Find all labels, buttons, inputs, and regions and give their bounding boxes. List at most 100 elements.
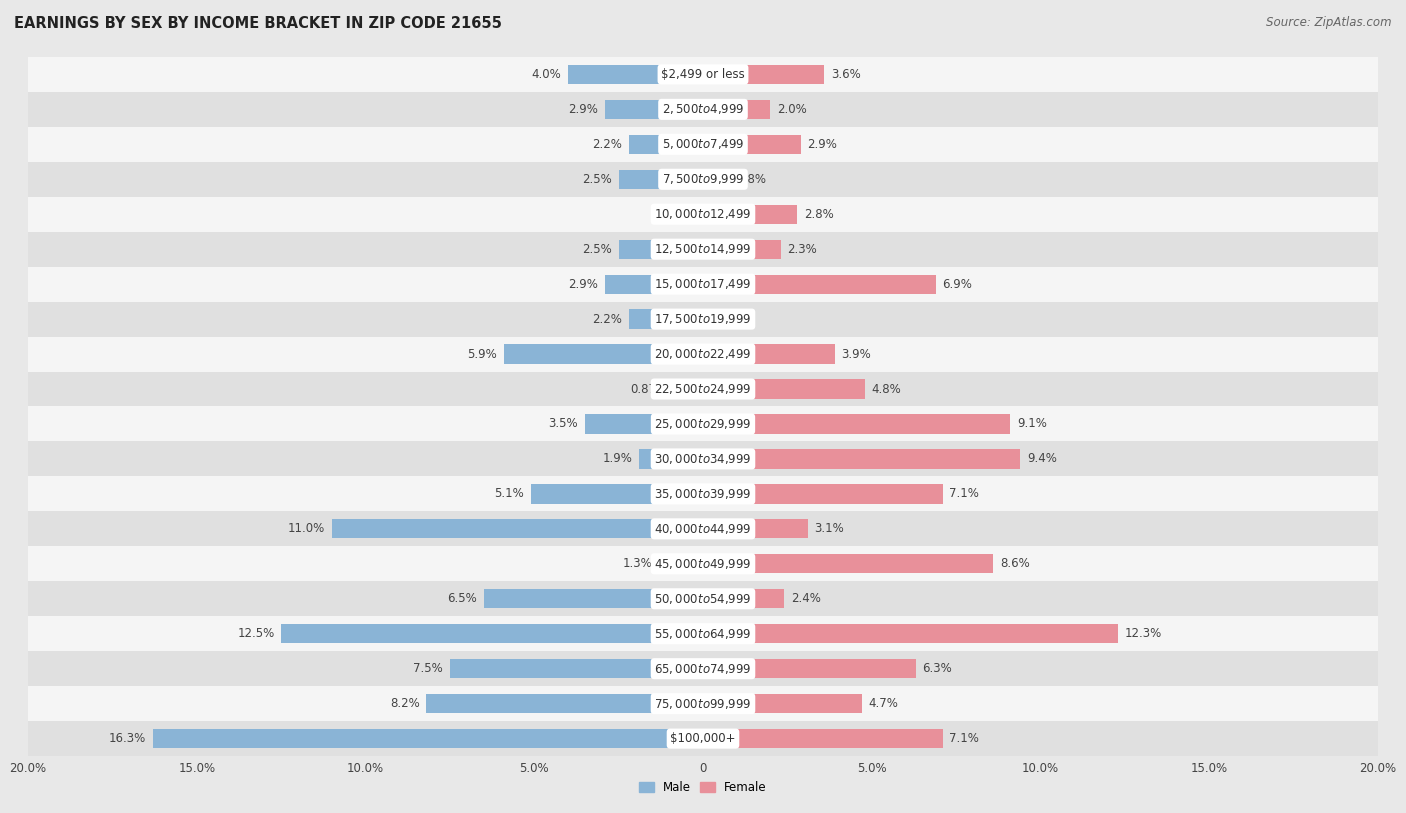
Text: 9.4%: 9.4% (1026, 453, 1057, 465)
Text: $100,000+: $100,000+ (671, 733, 735, 745)
Bar (28, 162, 1378, 197)
Bar (703, 135, 801, 154)
Text: 4.8%: 4.8% (872, 383, 901, 395)
Text: 2.9%: 2.9% (568, 103, 599, 115)
Text: 6.3%: 6.3% (922, 663, 952, 675)
Text: 2.0%: 2.0% (778, 103, 807, 115)
Bar (659, 554, 703, 573)
Text: 9.1%: 9.1% (1017, 418, 1046, 430)
Text: 2.9%: 2.9% (568, 278, 599, 290)
Bar (28, 546, 1378, 581)
Text: 7.1%: 7.1% (949, 733, 979, 745)
Bar (28, 57, 1378, 92)
Text: 11.0%: 11.0% (288, 523, 325, 535)
Bar (28, 337, 1378, 372)
Bar (28, 441, 1378, 476)
Bar (703, 624, 1118, 643)
Text: 2.5%: 2.5% (582, 173, 612, 185)
Bar (568, 65, 703, 84)
Text: 3.5%: 3.5% (548, 418, 578, 430)
Bar (695, 205, 703, 224)
Bar (703, 345, 835, 363)
Text: 7.5%: 7.5% (413, 663, 443, 675)
Text: 2.2%: 2.2% (592, 313, 621, 325)
Text: 0.58%: 0.58% (730, 173, 766, 185)
Text: $12,500 to $14,999: $12,500 to $14,999 (654, 242, 752, 256)
Bar (531, 485, 703, 503)
Bar (28, 651, 1378, 686)
Text: 2.3%: 2.3% (787, 243, 817, 255)
Bar (703, 240, 780, 259)
Bar (426, 694, 703, 713)
Text: $5,000 to $7,499: $5,000 to $7,499 (662, 137, 744, 151)
Bar (605, 100, 703, 119)
Text: $40,000 to $44,999: $40,000 to $44,999 (654, 522, 752, 536)
Bar (153, 729, 703, 748)
Bar (585, 415, 703, 433)
Bar (703, 729, 942, 748)
Text: 4.0%: 4.0% (531, 68, 561, 80)
Text: 12.3%: 12.3% (1125, 628, 1161, 640)
Bar (28, 372, 1378, 406)
Bar (484, 589, 703, 608)
Bar (703, 100, 770, 119)
Text: $25,000 to $29,999: $25,000 to $29,999 (654, 417, 752, 431)
Text: 6.9%: 6.9% (942, 278, 973, 290)
Text: 2.8%: 2.8% (804, 208, 834, 220)
Bar (619, 170, 703, 189)
Bar (28, 406, 1378, 441)
Text: $2,499 or less: $2,499 or less (661, 68, 745, 80)
Bar (673, 380, 703, 398)
Text: 3.1%: 3.1% (814, 523, 844, 535)
Bar (628, 310, 703, 328)
Text: 8.2%: 8.2% (389, 698, 419, 710)
Bar (638, 450, 703, 468)
Text: $55,000 to $64,999: $55,000 to $64,999 (654, 627, 752, 641)
Bar (503, 345, 703, 363)
Text: 2.5%: 2.5% (582, 243, 612, 255)
Text: 0.87%: 0.87% (630, 383, 666, 395)
Bar (28, 267, 1378, 302)
Bar (332, 520, 703, 538)
Text: 16.3%: 16.3% (110, 733, 146, 745)
Text: $10,000 to $12,499: $10,000 to $12,499 (654, 207, 752, 221)
Bar (703, 694, 862, 713)
Text: 6.5%: 6.5% (447, 593, 477, 605)
Text: $17,500 to $19,999: $17,500 to $19,999 (654, 312, 752, 326)
Bar (703, 450, 1021, 468)
Bar (703, 275, 936, 293)
Bar (28, 686, 1378, 721)
Bar (703, 380, 865, 398)
Text: 4.7%: 4.7% (869, 698, 898, 710)
Text: $35,000 to $39,999: $35,000 to $39,999 (654, 487, 752, 501)
Text: 1.9%: 1.9% (602, 453, 633, 465)
Text: $50,000 to $54,999: $50,000 to $54,999 (654, 592, 752, 606)
Text: $15,000 to $17,499: $15,000 to $17,499 (654, 277, 752, 291)
Bar (703, 205, 797, 224)
Bar (28, 511, 1378, 546)
Bar (28, 476, 1378, 511)
Text: 7.1%: 7.1% (949, 488, 979, 500)
Bar (450, 659, 703, 678)
Bar (28, 616, 1378, 651)
Bar (28, 302, 1378, 337)
Text: 2.9%: 2.9% (807, 138, 838, 150)
Bar (703, 485, 942, 503)
Bar (28, 92, 1378, 127)
Text: $2,500 to $4,999: $2,500 to $4,999 (662, 102, 744, 116)
Bar (628, 135, 703, 154)
Text: $22,500 to $24,999: $22,500 to $24,999 (654, 382, 752, 396)
Text: 3.6%: 3.6% (831, 68, 860, 80)
Text: 2.4%: 2.4% (790, 593, 821, 605)
Bar (703, 589, 785, 608)
Bar (703, 415, 1010, 433)
Text: 5.9%: 5.9% (467, 348, 498, 360)
Bar (703, 554, 993, 573)
Bar (28, 127, 1378, 162)
Text: Source: ZipAtlas.com: Source: ZipAtlas.com (1267, 16, 1392, 29)
Bar (281, 624, 703, 643)
Text: 2.2%: 2.2% (592, 138, 621, 150)
Text: $45,000 to $49,999: $45,000 to $49,999 (654, 557, 752, 571)
Text: 8.6%: 8.6% (1000, 558, 1029, 570)
Bar (605, 275, 703, 293)
